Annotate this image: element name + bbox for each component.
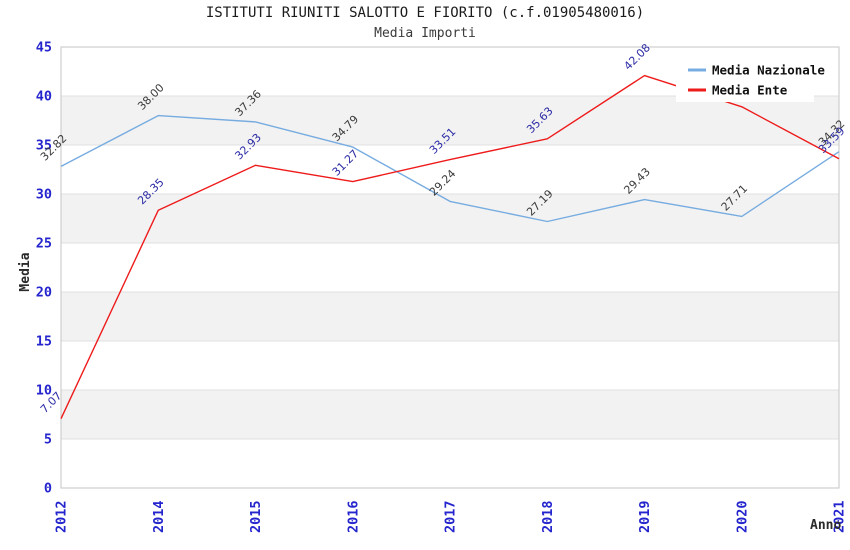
x-tick-label: 2021 bbox=[832, 500, 848, 533]
chart-subtitle: Media Importi bbox=[374, 26, 476, 41]
plot-band bbox=[61, 194, 839, 243]
x-axis-title: Anno bbox=[810, 518, 841, 533]
plot-band bbox=[61, 96, 839, 145]
x-tick-label: 2016 bbox=[345, 500, 361, 533]
x-tick-label: 2014 bbox=[151, 500, 167, 533]
y-tick-label: 5 bbox=[44, 432, 52, 448]
plot-border bbox=[60, 46, 840, 489]
legend-box bbox=[676, 55, 814, 102]
x-tick-label: 2017 bbox=[443, 500, 459, 533]
point-label-media-ente: 31.27 bbox=[330, 147, 361, 178]
x-tick-label: 2012 bbox=[54, 500, 70, 533]
y-axis-title: Media bbox=[18, 252, 33, 291]
y-tick-label: 10 bbox=[36, 383, 52, 399]
series-line-media-nazionale bbox=[60, 114, 840, 223]
point-label-media-nazionale: 29.43 bbox=[621, 165, 652, 196]
y-tick-label: 40 bbox=[36, 89, 52, 105]
x-tick-label: 2018 bbox=[540, 500, 556, 533]
plot-band bbox=[61, 292, 839, 341]
y-tick-label: 45 bbox=[36, 40, 52, 56]
legend-label-media-nazionale: Media Nazionale bbox=[712, 63, 825, 78]
x-tick-label: 2019 bbox=[637, 500, 653, 533]
legend-label-media-ente: Media Ente bbox=[712, 83, 788, 98]
x-tick-label: 2020 bbox=[734, 500, 750, 533]
y-tick-label: 25 bbox=[36, 236, 52, 252]
y-tick-label: 15 bbox=[36, 334, 52, 350]
x-tick-label: 2015 bbox=[248, 500, 264, 533]
y-tick-label: 30 bbox=[36, 187, 52, 203]
point-label-media-ente: 42.08 bbox=[621, 41, 652, 72]
y-tick-label: 35 bbox=[36, 138, 52, 154]
y-tick-label: 20 bbox=[36, 285, 52, 301]
plot-band bbox=[61, 390, 839, 439]
y-tick-label: 0 bbox=[44, 481, 52, 497]
chart-title: ISTITUTI RIUNITI SALOTTO E FIORITO (c.f.… bbox=[205, 5, 645, 21]
